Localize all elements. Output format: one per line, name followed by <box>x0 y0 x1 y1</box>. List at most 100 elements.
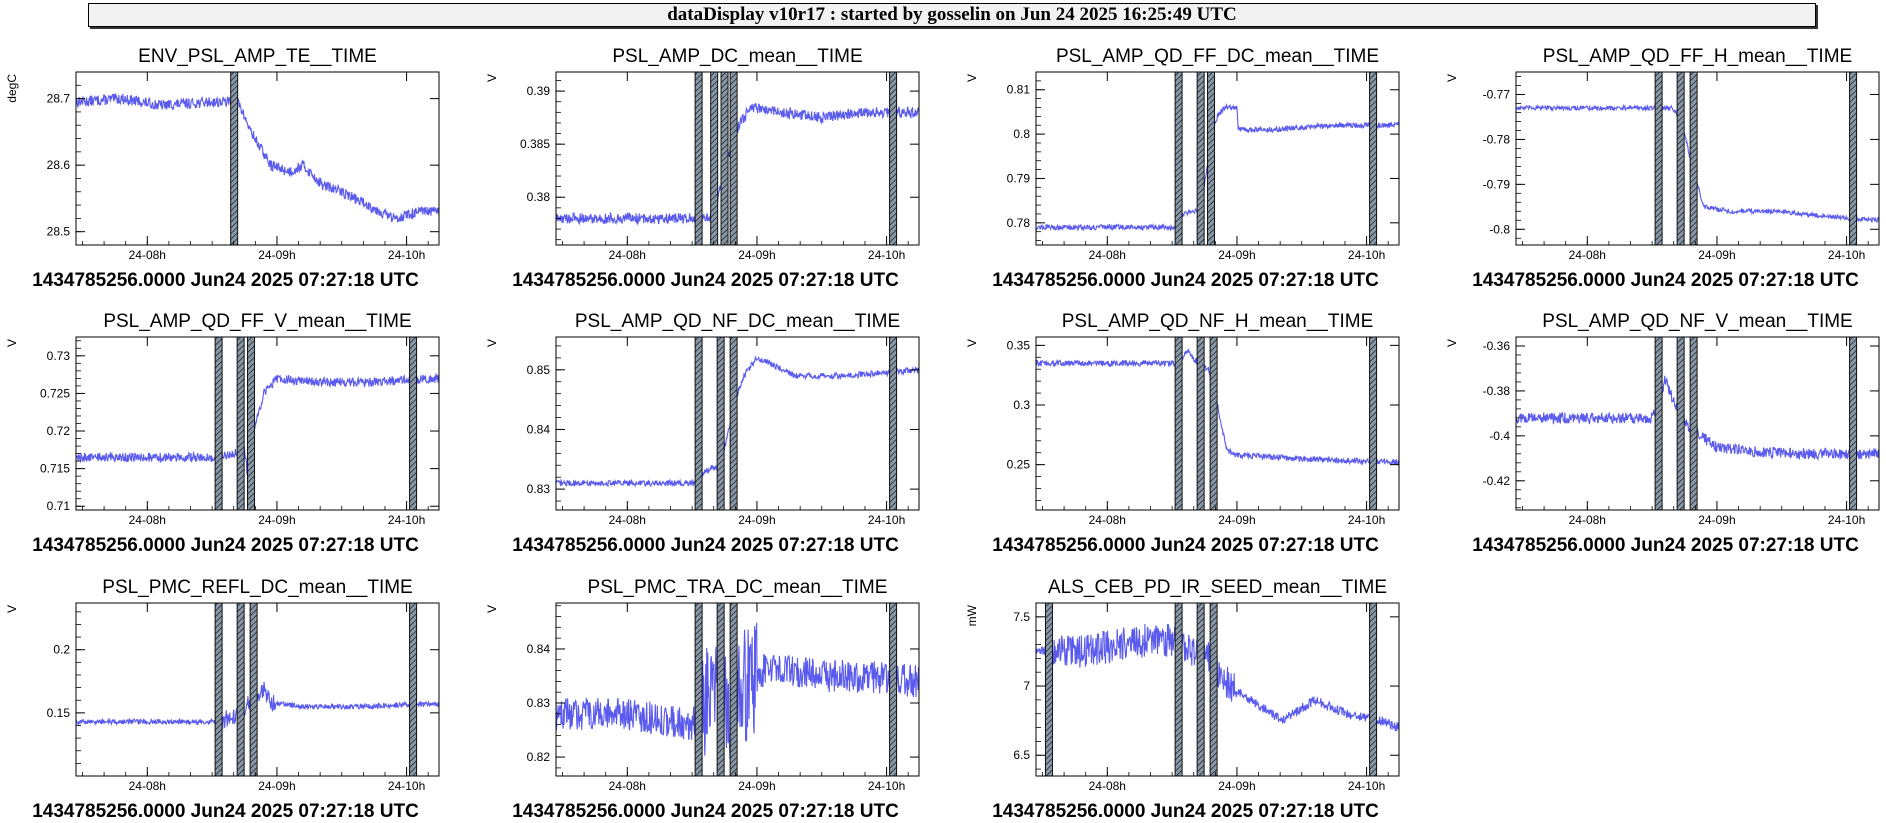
y-tick-label: 28.7 <box>47 92 71 106</box>
chart-caption: 1434785256.0000 Jun24 2025 07:27:18 UTC <box>512 535 899 556</box>
event-marker <box>1369 602 1378 777</box>
plot-frame <box>1035 602 1400 777</box>
y-tick-label: 28.6 <box>47 158 71 172</box>
x-tick-label: 24-08h <box>1089 248 1126 262</box>
event-marker <box>230 71 239 246</box>
event-marker <box>889 336 898 511</box>
event-marker <box>1689 336 1698 511</box>
y-tick-label: 0.3 <box>1013 398 1030 412</box>
chart-title: PSL_AMP_QD_NF_H_mean__TIME <box>1062 311 1374 332</box>
y-tick-label: 0.72 <box>47 424 71 438</box>
x-tick-label: 24-09h <box>258 248 295 262</box>
x-tick-label: 24-10h <box>1348 248 1385 262</box>
x-tick-label: 24-09h <box>258 513 295 527</box>
y-tick-label: 7.5 <box>1013 610 1030 624</box>
chart-caption: 1434785256.0000 Jun24 2025 07:27:18 UTC <box>992 801 1379 822</box>
chart-caption: 1434785256.0000 Jun24 2025 07:27:18 UTC <box>32 270 419 291</box>
event-marker <box>214 602 223 777</box>
chart-caption: 1434785256.0000 Jun24 2025 07:27:18 UTC <box>512 801 899 822</box>
y-tick-label: 0.84 <box>527 422 551 436</box>
event-marker <box>1654 336 1663 511</box>
y-tick-label: 0.35 <box>1007 338 1031 352</box>
event-marker <box>409 336 418 511</box>
x-tick-label: 24-10h <box>1348 513 1385 527</box>
event-marker <box>1676 336 1685 511</box>
y-axis-label: V <box>965 339 979 347</box>
event-marker <box>694 71 703 246</box>
event-marker <box>1849 336 1858 511</box>
chart-panel: PSL_PMC_TRA_DC_mean__TIME V 0.82 0.83 0.84 24… <box>485 577 920 822</box>
plot-frame <box>1035 71 1400 246</box>
event-marker <box>889 602 898 777</box>
chart-caption: 1434785256.0000 Jun24 2025 07:27:18 UTC <box>32 535 419 556</box>
y-tick-label: -0.4 <box>1489 429 1510 443</box>
chart-title: PSL_AMP_QD_FF_V_mean__TIME <box>103 311 411 332</box>
chart-title: PSL_AMP_QD_NF_V_mean__TIME <box>1542 311 1852 332</box>
chart-panel: PSL_AMP_QD_FF_DC_mean__TIME V 0.78 0.79 0.8 0… <box>965 46 1400 291</box>
event-marker <box>716 336 725 511</box>
chart-caption: 1434785256.0000 Jun24 2025 07:27:18 UTC <box>992 270 1379 291</box>
y-tick-label: 0.83 <box>527 482 551 496</box>
chart-panel: PSL_AMP_QD_FF_H_mean__TIME V -0.8 -0.79 -0.7… <box>1445 46 1880 291</box>
event-marker <box>236 602 245 777</box>
event-marker <box>1174 336 1183 511</box>
x-tick-label: 24-08h <box>609 248 646 262</box>
x-tick-label: 24-10h <box>1828 513 1865 527</box>
event-marker <box>1209 602 1218 777</box>
event-marker <box>889 71 898 246</box>
window-title-bar: dataDisplay v10r17 : started by gosselin… <box>88 3 1816 27</box>
y-tick-label: -0.78 <box>1483 132 1511 146</box>
event-marker <box>214 336 223 511</box>
plot-frame <box>1515 71 1880 246</box>
chart-panel: PSL_AMP_QD_NF_V_mean__TIME V -0.42 -0.4 -0.3… <box>1445 311 1880 556</box>
series-line <box>76 372 439 486</box>
y-tick-label: 0.25 <box>1007 458 1031 472</box>
x-tick-label: 24-10h <box>388 513 425 527</box>
event-marker <box>1654 71 1663 246</box>
chart-caption: 1434785256.0000 Jun24 2025 07:27:18 UTC <box>992 535 1379 556</box>
y-axis-label: V <box>5 605 19 613</box>
y-tick-label: 7 <box>1023 679 1030 693</box>
event-marker <box>720 71 729 246</box>
chart-caption: 1434785256.0000 Jun24 2025 07:27:18 UTC <box>32 801 419 822</box>
y-axis-label: degC <box>5 74 19 103</box>
y-tick-label: 0.38 <box>527 190 551 204</box>
chart-panel: ALS_CEB_PD_IR_SEED_mean__TIME mW 6.5 7 7.5 24… <box>965 577 1400 822</box>
x-tick-label: 24-09h <box>738 248 775 262</box>
chart-title: PSL_PMC_REFL_DC_mean__TIME <box>102 577 412 598</box>
chart-panel: PSL_PMC_REFL_DC_mean__TIME V 0.15 0.2 24-08h… <box>5 577 440 822</box>
event-marker <box>1174 71 1183 246</box>
x-tick-label: 24-08h <box>129 513 166 527</box>
x-tick-label: 24-09h <box>1698 513 1735 527</box>
y-axis-label: V <box>485 74 499 82</box>
x-tick-label: 24-08h <box>1089 779 1126 793</box>
event-marker <box>1196 71 1205 246</box>
plot-frame <box>555 336 920 511</box>
chart-caption: 1434785256.0000 Jun24 2025 07:27:18 UTC <box>512 270 899 291</box>
y-tick-label: 0.385 <box>520 137 550 151</box>
event-marker <box>694 602 703 777</box>
chart-title: PSL_AMP_QD_FF_DC_mean__TIME <box>1056 46 1379 67</box>
event-marker <box>1689 71 1698 246</box>
x-tick-label: 24-10h <box>388 779 425 793</box>
y-axis-label: V <box>1445 339 1459 347</box>
y-tick-label: 0.2 <box>53 643 70 657</box>
y-tick-label: 28.5 <box>47 225 71 239</box>
chart-title: ENV_PSL_AMP_TE__TIME <box>138 46 377 67</box>
y-tick-label: -0.42 <box>1483 474 1511 488</box>
y-tick-label: -0.79 <box>1483 177 1511 191</box>
x-tick-label: 24-09h <box>738 779 775 793</box>
event-marker <box>1369 71 1378 246</box>
y-tick-label: 0.84 <box>527 642 551 656</box>
y-tick-label: 0.79 <box>1007 171 1031 185</box>
chart-title: ALS_CEB_PD_IR_SEED_mean__TIME <box>1048 577 1387 598</box>
y-axis-label: V <box>5 339 19 347</box>
y-tick-label: 0.71 <box>47 499 71 513</box>
y-tick-label: 0.85 <box>527 363 551 377</box>
y-tick-label: -0.8 <box>1489 222 1510 236</box>
chart-caption: 1434785256.0000 Jun24 2025 07:27:18 UTC <box>1472 270 1859 291</box>
chart-title: PSL_AMP_QD_NF_DC_mean__TIME <box>575 311 900 332</box>
chart-caption: 1434785256.0000 Jun24 2025 07:27:18 UTC <box>1472 535 1859 556</box>
y-tick-label: 0.83 <box>527 696 551 710</box>
y-tick-label: 0.81 <box>1007 83 1031 97</box>
